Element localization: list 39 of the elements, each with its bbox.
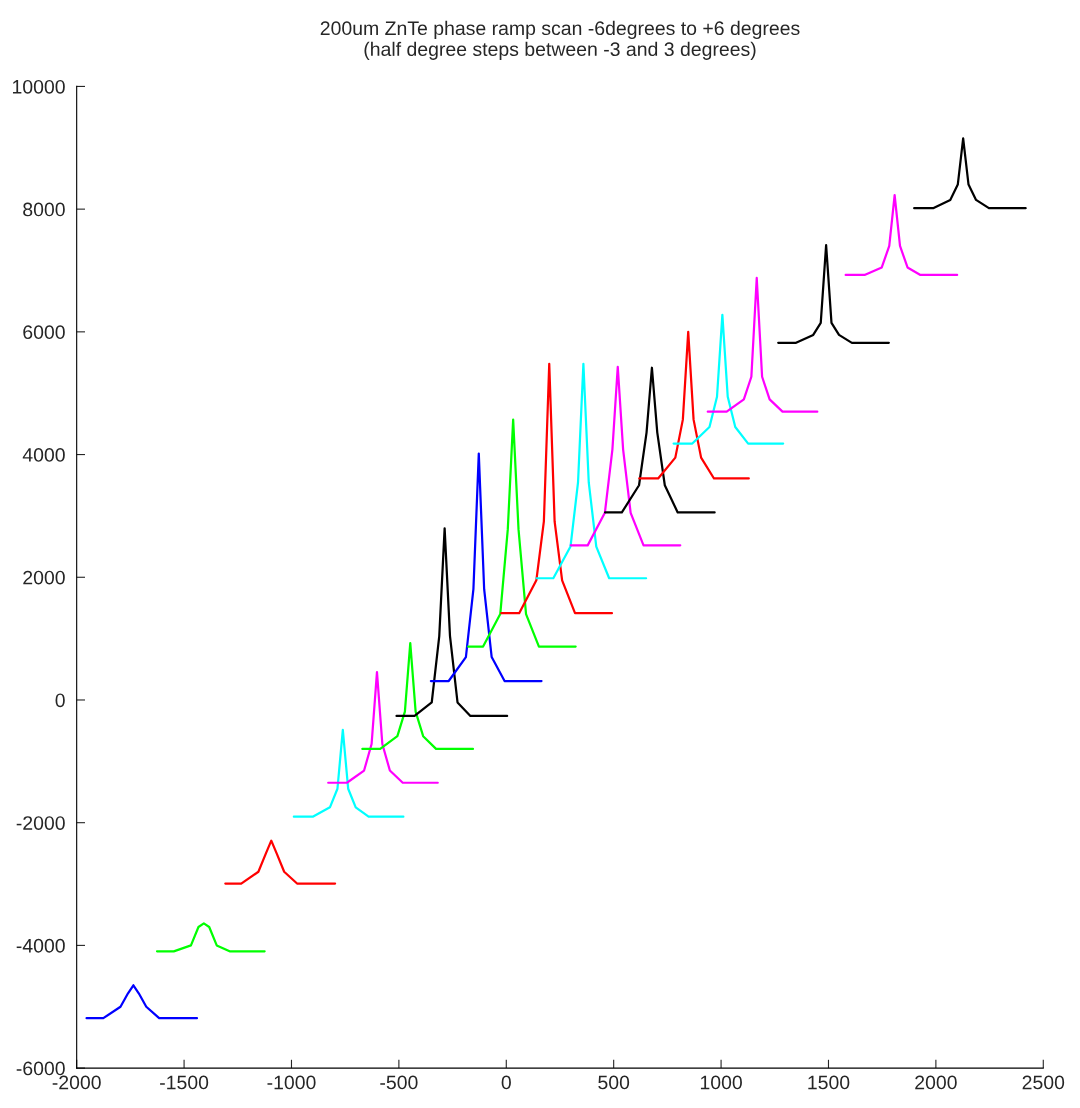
line-series [429, 452, 543, 683]
y-tick-label: 8000 [23, 202, 65, 217]
y-tick-label: -4000 [16, 938, 65, 953]
line-series [395, 527, 509, 718]
line-series [535, 362, 648, 580]
line-series [327, 670, 439, 784]
x-tick-label: -1000 [267, 1075, 316, 1090]
line-series [85, 984, 199, 1020]
line-series [913, 137, 1027, 210]
y-tick-label: -2000 [16, 816, 65, 830]
x-tick-label: -500 [380, 1075, 418, 1090]
line-series [777, 243, 890, 344]
line-series [155, 922, 266, 953]
x-tick-label: -1500 [160, 1075, 209, 1090]
line-series [466, 418, 577, 648]
y-tick-label: -6000 [16, 1061, 65, 1076]
x-tick-label: 0 [501, 1075, 511, 1090]
y-tick-label: 10000 [12, 79, 65, 94]
y-tick-label: 4000 [22, 448, 65, 462]
x-tick-label: 2000 [915, 1075, 957, 1090]
y-tick-label: 2000 [23, 570, 65, 585]
x-tick-label: 500 [598, 1075, 630, 1090]
line-series [500, 362, 614, 615]
x-tick-label: 1000 [700, 1075, 742, 1090]
x-tick-label: 2500 [1022, 1075, 1065, 1090]
line-series [224, 839, 337, 885]
x-tick-label: -2000 [52, 1075, 101, 1090]
line-series [638, 330, 750, 480]
line-series [844, 194, 959, 277]
line-series [361, 641, 475, 750]
x-tick-label: 1500 [808, 1075, 850, 1090]
y-tick-label: 6000 [23, 325, 65, 340]
line-series [292, 728, 405, 818]
line-series [672, 313, 785, 445]
line-series [603, 366, 716, 514]
y-tick-label: 0 [55, 693, 65, 708]
chart-title: 200um ZnTe phase ramp scan -6degrees to +6 degrees (half degree steps between -3 and 3 degrees) [320, 20, 800, 60]
line-series [706, 276, 819, 413]
line-series [569, 365, 682, 547]
